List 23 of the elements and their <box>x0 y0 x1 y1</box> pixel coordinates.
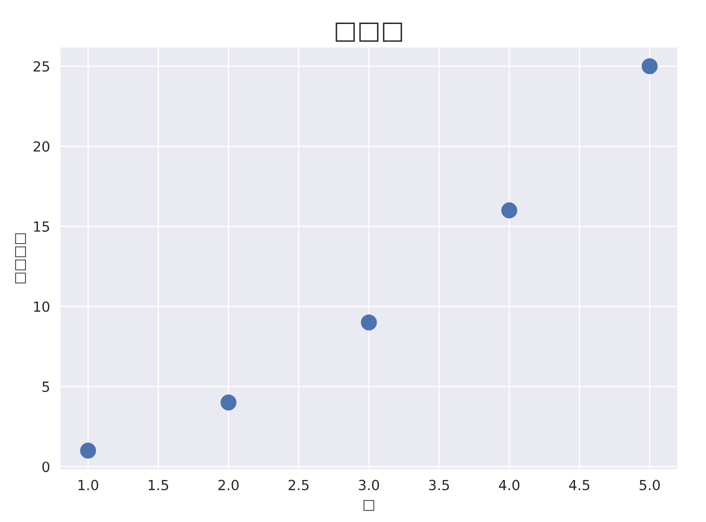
chart-title: □□□ <box>336 22 402 42</box>
point <box>360 314 377 330</box>
x-tick-label: 1.5 <box>148 480 168 490</box>
y-tick-label: 20 <box>34 141 50 152</box>
x-tick-label: 3.0 <box>358 480 380 490</box>
x-tick-label: 3.5 <box>429 480 449 490</box>
point <box>80 442 96 459</box>
y-tick-label: 25 <box>34 61 50 72</box>
y-tick-label: 5 <box>42 382 50 392</box>
y-axis-title: □□□□ <box>15 233 26 284</box>
x-tick-label: 4.0 <box>498 480 520 490</box>
point <box>501 202 518 218</box>
x-tick-label: 2.5 <box>288 480 309 490</box>
x-tick-label: 1.0 <box>78 480 98 490</box>
y-tick-label: 10 <box>34 301 50 312</box>
x-tick-label: 4.5 <box>569 480 590 490</box>
x-tick-label: 2.0 <box>218 480 239 490</box>
y-tick-label: 15 <box>34 222 50 232</box>
point <box>642 58 658 74</box>
x-axis-title: □ <box>364 500 374 511</box>
point <box>220 394 236 411</box>
y-tick-label: 0 <box>42 462 50 472</box>
x-tick-label: 5.0 <box>640 480 660 490</box>
